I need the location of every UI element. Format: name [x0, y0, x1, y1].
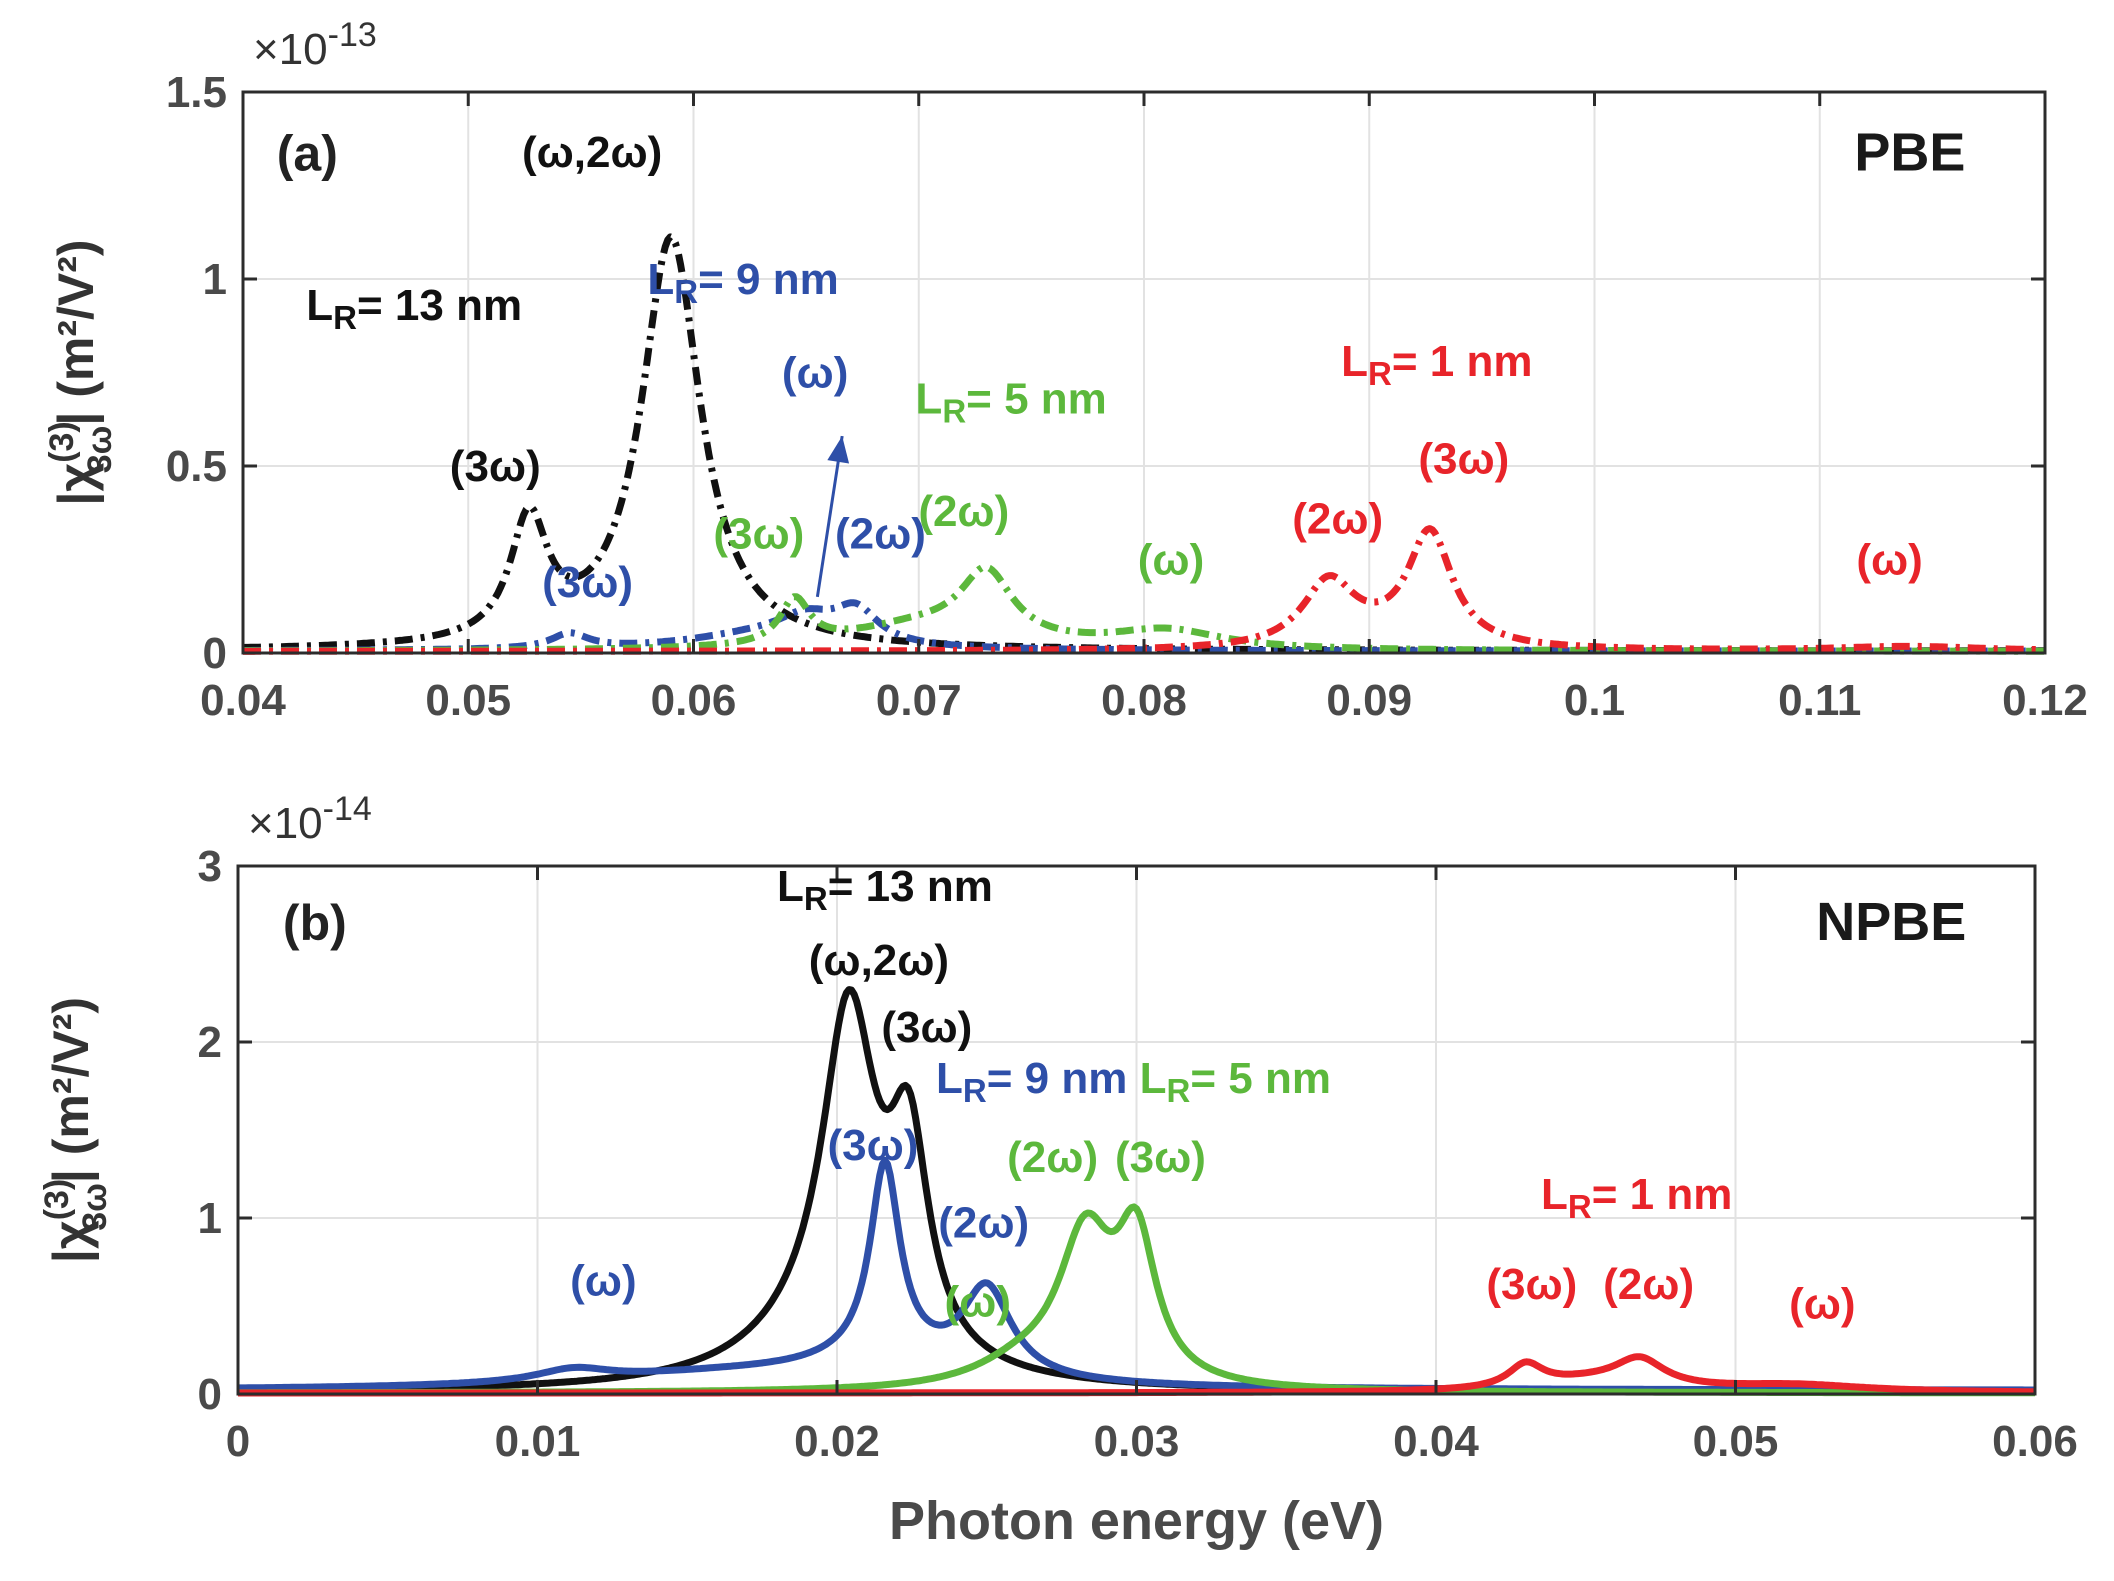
- peak-annotation: (3ω): [1418, 434, 1509, 483]
- peak-annotation: (3ω): [881, 1003, 972, 1052]
- panel-b: 0 0.01 0.02 0.03 0.04 0.05 0.06 0 1 2 3 ×10-14 |χ(3)…: [38, 790, 2078, 1551]
- y-multiplier: ×10-14: [248, 790, 372, 848]
- x-tick-label: 0.04: [200, 676, 286, 725]
- x-tick-label: 0.07: [876, 676, 962, 725]
- y-tick-label: 1: [198, 1194, 222, 1243]
- panel-label: (a): [277, 126, 338, 182]
- peak-annotation: (2ω): [835, 509, 926, 558]
- peak-annotation: (2ω): [1007, 1133, 1098, 1182]
- peak-annotation: (ω,2ω): [809, 936, 949, 985]
- y-tick-label: 0: [198, 1370, 222, 1419]
- peak-annotation: (ω): [1138, 535, 1204, 584]
- x-tick-label: 0.04: [1393, 1417, 1479, 1466]
- series-line-a-2: [242, 563, 2046, 655]
- x-tick-label: 0: [226, 1417, 250, 1466]
- x-tick-label: 0.11: [1778, 676, 1861, 725]
- peak-annotation: (ω,2ω): [522, 128, 662, 177]
- x-tick-label: 0.02: [794, 1417, 880, 1466]
- y-tick-label: 1: [203, 255, 227, 304]
- peak-annotation: (ω): [1856, 535, 1922, 584]
- x-tick-label: 0.05: [425, 676, 511, 725]
- peak-annotation: (2ω): [1603, 1260, 1694, 1309]
- y-axis-label: |χ(3)3ω| (m²/V²): [38, 997, 114, 1263]
- peak-annotation: (3ω): [827, 1121, 918, 1170]
- panel-a: 0.04 0.05 0.06 0.07 0.08 0.09 0.1 0.11 0.12 0 0.5 1…: [43, 16, 2088, 725]
- x-tick-label: 0.05: [1693, 1417, 1779, 1466]
- y-tick-label: 1.5: [166, 68, 227, 117]
- x-tick-label: 0.08: [1101, 676, 1187, 725]
- x-tick-label: 0.01: [495, 1417, 581, 1466]
- peak-annotation: (ω): [570, 1256, 636, 1305]
- annotation-arrowhead: [827, 436, 850, 464]
- y-tick-label: 2: [198, 1018, 222, 1067]
- x-tick-label: 0.12: [2002, 676, 2088, 725]
- y-tick-label: 0: [203, 629, 227, 678]
- x-tick-label: 0.09: [1326, 676, 1412, 725]
- peak-annotation: (2ω): [918, 487, 1009, 536]
- peak-annotation: (3ω): [713, 509, 804, 558]
- x-tick-label: 0.06: [1992, 1417, 2078, 1466]
- y-tick-label: 3: [198, 842, 222, 891]
- peak-annotation: (3ω): [1486, 1260, 1577, 1309]
- annotation-arrow: [815, 435, 844, 598]
- x-tick-label: 0.1: [1564, 676, 1625, 725]
- y-tick-label: 0.5: [166, 442, 227, 491]
- x-tick-label: 0.03: [1094, 1417, 1180, 1466]
- peak-annotation: LR= 5 nm: [1140, 1054, 1331, 1109]
- peak-annotation: (3ω): [542, 558, 633, 607]
- peak-annotation: (3ω): [1115, 1133, 1206, 1182]
- peak-annotation: LR= 13 nm: [306, 281, 522, 336]
- peak-annotation: (ω): [1789, 1279, 1855, 1328]
- peak-annotation: (2ω): [1292, 494, 1383, 543]
- x-axis-label: Photon energy (eV): [889, 1491, 1384, 1551]
- peak-annotation: (2ω): [938, 1198, 1029, 1247]
- x-tick-label: 0.06: [651, 676, 737, 725]
- peak-annotation: LR= 13 nm: [777, 862, 993, 917]
- y-axis-label: |χ(3)3ω| (m²/V²): [43, 239, 119, 505]
- peak-annotation: (ω): [945, 1278, 1011, 1327]
- method-label: NPBE: [1816, 892, 1966, 952]
- y-multiplier: ×10-13: [253, 16, 377, 74]
- method-label: PBE: [1854, 123, 1965, 183]
- peak-annotation: LR= 9 nm: [647, 255, 838, 310]
- peak-annotation: (3ω): [450, 442, 541, 491]
- panel-label: (b): [283, 895, 347, 951]
- peak-annotation: (ω): [782, 348, 848, 397]
- peak-annotation: LR= 1 nm: [1541, 1170, 1732, 1225]
